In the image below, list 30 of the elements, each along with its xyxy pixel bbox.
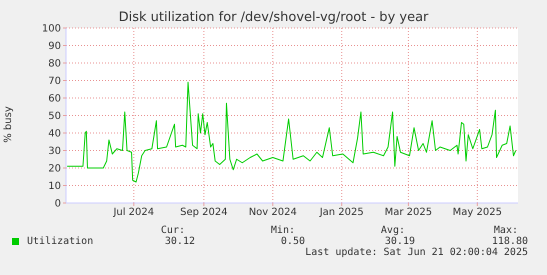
text: Min: [270,225,295,236]
text: 30.12 [164,236,195,247]
text: 118.80 [490,236,528,247]
text: Cur: [160,225,185,236]
legend-label: Utilization [27,236,94,247]
y-tick-label: 80 [48,58,61,70]
x-tick-label: Jan 2025 [318,207,364,218]
text: 0.50 [280,236,305,247]
x-tick-label: May 2025 [452,207,502,218]
line-series [66,82,516,182]
y-tick-label: 100 [42,24,61,35]
y-tick-label: 10 [48,181,61,192]
y-tick-label: 20 [48,164,61,175]
x-tick-label: Jul 2024 [112,207,154,218]
y-tick-label: 30 [48,146,61,158]
text: Max: [492,225,518,236]
y-tick-label: 40 [48,128,61,140]
y-tick-label: 0 [54,198,61,210]
y-tick-label: 60 [48,94,61,105]
y-tick-label: 50 [48,111,61,122]
y-axis-title: % busy [2,106,14,143]
chart-title: Disk utilization for /dev/shovel-vg/root - by year [118,10,430,25]
text: 30.19 [384,236,415,247]
x-tick-label: Nov 2024 [248,207,297,218]
y-tick-label: 70 [48,76,61,88]
text: Last update: Sat Jun 21 02:00:04 2025 [304,247,528,258]
x-tick-label: Sep 2024 [180,207,228,218]
y-tick-label: 90 [48,41,61,52]
x-tick-label: Mar 2025 [384,207,432,218]
text: Avg: [380,225,405,236]
